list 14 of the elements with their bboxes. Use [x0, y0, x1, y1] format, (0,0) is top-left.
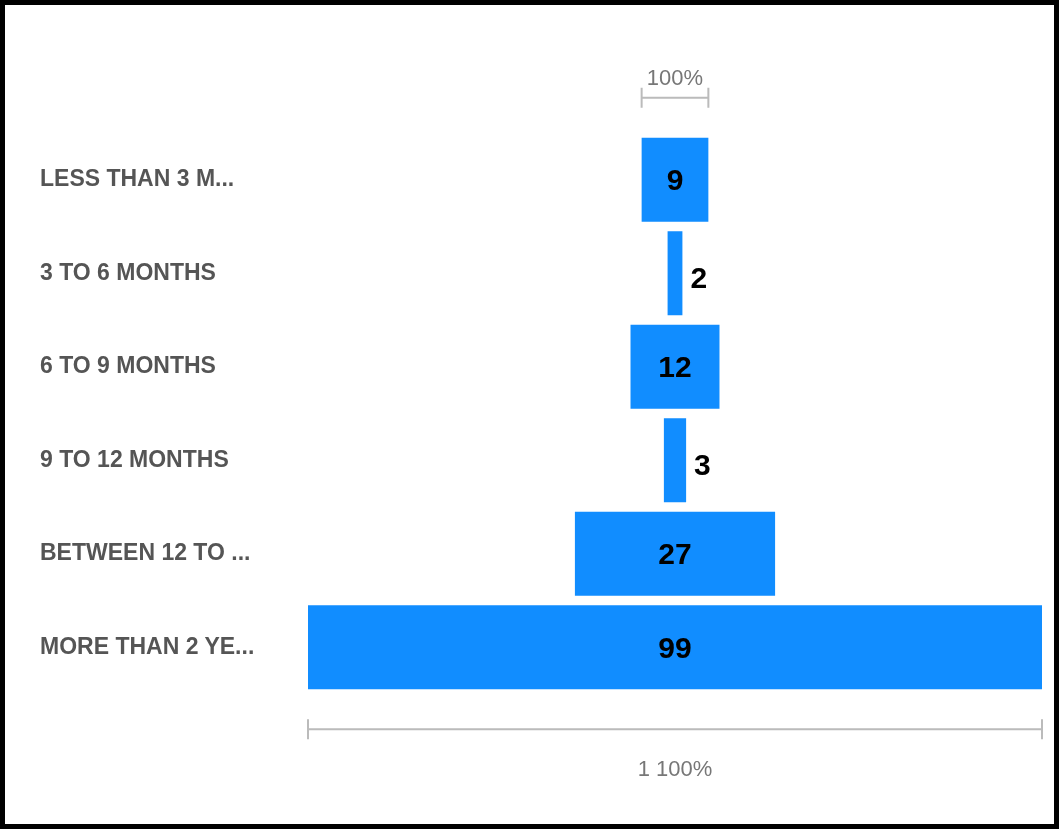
category-label: MORE THAN 2 YE...: [40, 632, 255, 659]
data-label: 9: [666, 163, 684, 197]
data-label: 27: [658, 537, 692, 571]
category-label: BETWEEN 12 TO ...: [40, 539, 251, 566]
category-label: 6 TO 9 MONTHS: [40, 352, 216, 379]
data-label: 3: [694, 447, 711, 481]
data-label: 2: [690, 260, 708, 294]
category-label: 9 TO 12 MONTHS: [40, 445, 229, 472]
text: 1 100%: [637, 756, 713, 782]
data-label: 12: [658, 350, 692, 384]
category-label: 3 TO 6 MONTHS: [40, 258, 216, 285]
text: 100%: [646, 64, 704, 90]
data-label: 99: [658, 630, 692, 664]
category-label: LESS THAN 3 M...: [40, 165, 235, 192]
